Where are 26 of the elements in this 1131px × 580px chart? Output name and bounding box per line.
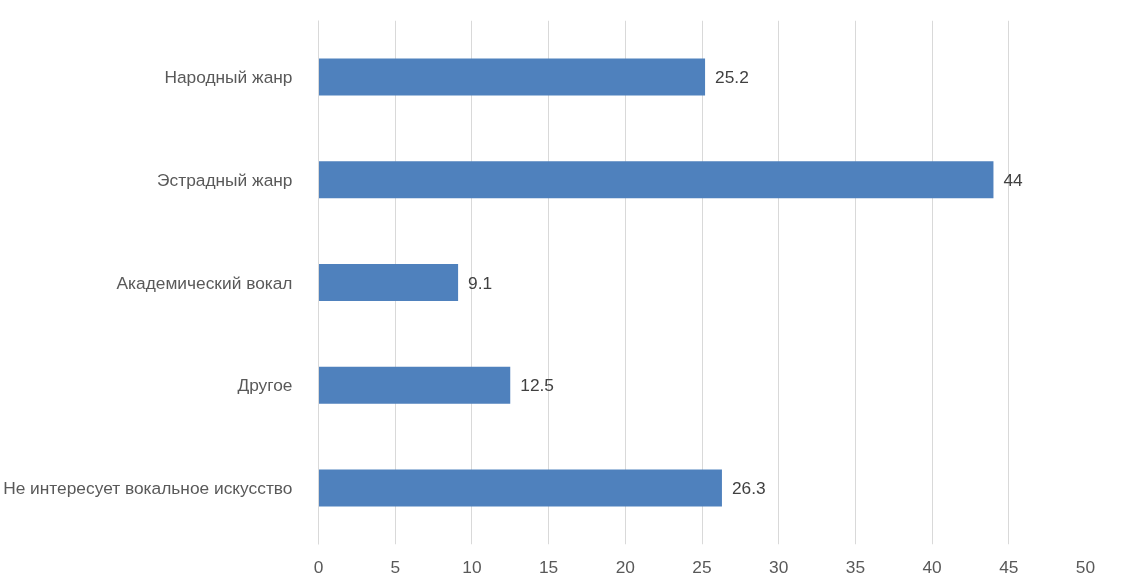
data-label: 26.3	[731, 477, 766, 498]
x-tick-label: 10	[462, 556, 482, 577]
x-tick-label: 40	[922, 556, 942, 577]
x-tick-label: 5	[390, 556, 401, 577]
data-label: 12.5	[520, 375, 554, 396]
bar	[318, 366, 511, 404]
bar	[318, 264, 459, 301]
x-tick-label: 25	[692, 556, 712, 577]
bar	[318, 58, 706, 96]
x-tick-label: 35	[845, 556, 866, 577]
bar	[318, 161, 994, 199]
bar	[318, 469, 722, 507]
data-label: 25.2	[715, 67, 749, 88]
y-tick-label: Народный жанр	[164, 67, 293, 88]
data-label: 9.1	[468, 272, 493, 293]
x-tick-label: 50	[1075, 556, 1096, 577]
x-tick-label: 20	[615, 556, 635, 577]
y-tick-label: Академический вокал	[116, 272, 293, 293]
data-label: 44	[1003, 169, 1024, 190]
x-tick-label: 0	[313, 556, 324, 577]
x-tick-label: 15	[538, 556, 559, 577]
y-tick-label: Другое	[237, 375, 293, 396]
y-tick-label: Не интересует вокальное искусство	[3, 477, 293, 498]
x-tick-label: 30	[769, 556, 789, 577]
x-tick-label: 45	[999, 556, 1019, 577]
y-tick-label: Эстрадный жанр	[157, 169, 293, 190]
